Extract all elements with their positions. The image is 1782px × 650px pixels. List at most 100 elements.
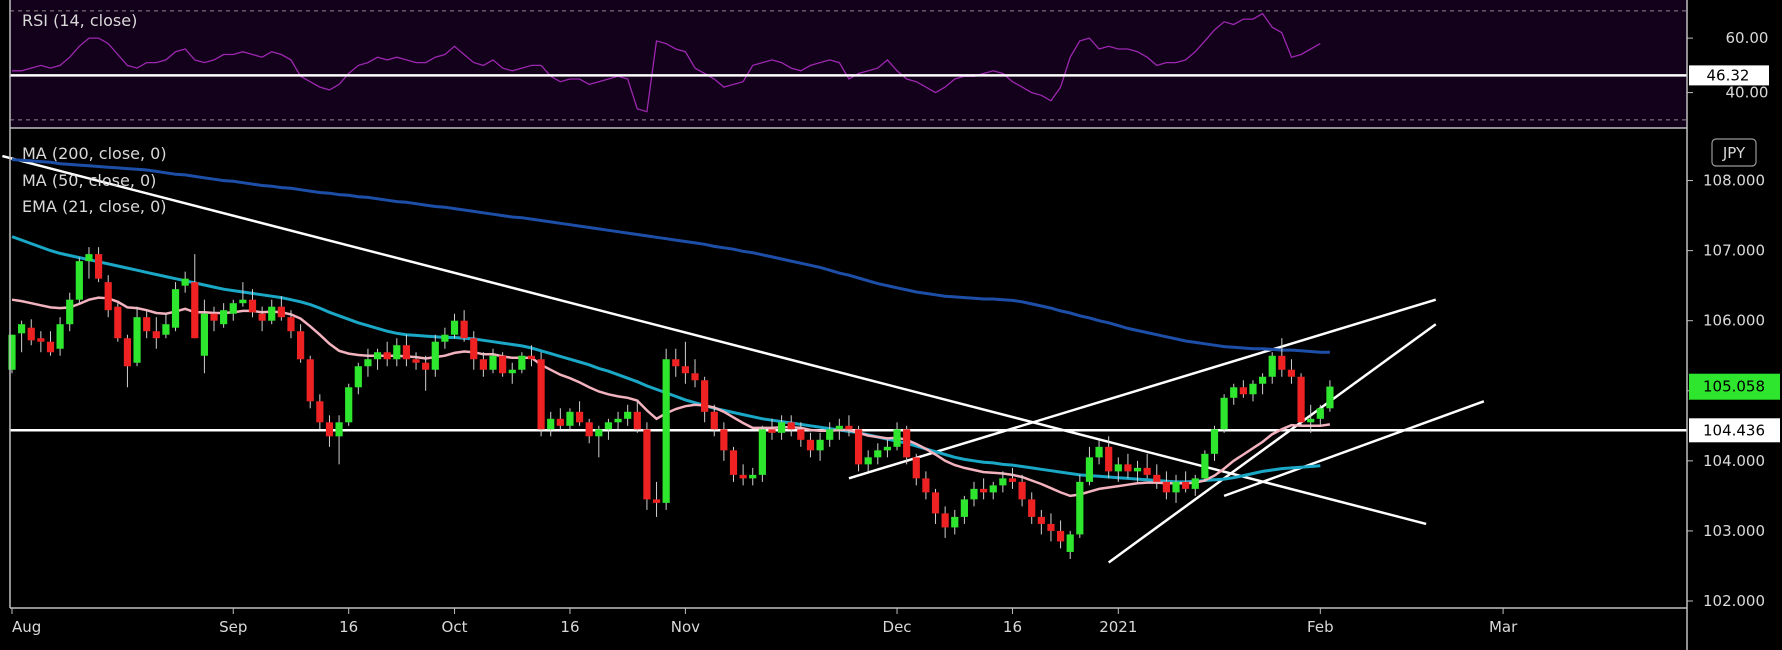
candle <box>999 471 1007 493</box>
candle <box>422 355 430 391</box>
candle-body <box>768 429 776 433</box>
candle-body <box>681 366 689 374</box>
candle <box>941 506 949 538</box>
candle-body <box>1201 453 1209 479</box>
candle <box>826 422 834 447</box>
candle-body <box>8 334 16 370</box>
candle-body <box>1047 523 1055 531</box>
candle <box>970 481 978 507</box>
candle-body <box>797 429 805 440</box>
candle-body <box>27 327 35 341</box>
candle <box>508 362 516 384</box>
candle-body <box>508 369 516 374</box>
candle-body <box>595 429 603 437</box>
trendline <box>848 298 1437 480</box>
candle-body <box>960 499 968 517</box>
candle <box>864 450 872 472</box>
candle <box>1047 513 1055 542</box>
candle-body <box>701 380 709 412</box>
time-axis: Aug Sep 16 Oct 16 Nov Dec 16 2021 Feb Mar <box>11 608 1518 636</box>
time-tick-label: Aug <box>12 618 41 636</box>
candle-body <box>220 310 228 325</box>
candle <box>720 422 728 461</box>
candle-body <box>758 429 766 475</box>
candle-body <box>200 313 208 356</box>
candle <box>479 352 487 377</box>
price-tick-label: 104.000 <box>1703 452 1765 470</box>
candle <box>1316 404 1324 426</box>
candle <box>18 320 26 353</box>
candle-body <box>1095 446 1103 458</box>
candle <box>181 271 189 293</box>
candle <box>277 296 285 321</box>
candle-body <box>643 429 651 500</box>
candle-body <box>720 429 728 451</box>
trendline <box>1107 323 1437 564</box>
time-tick-label: Dec <box>883 618 912 636</box>
candle-body <box>306 359 314 402</box>
candle-body <box>402 345 411 360</box>
candle-body <box>1028 499 1036 517</box>
time-tick-label: 16 <box>339 618 358 636</box>
candle <box>316 394 324 430</box>
candle <box>306 355 314 409</box>
candle <box>662 348 670 510</box>
rsi-background <box>10 0 1687 128</box>
candle <box>85 247 93 279</box>
candle-body <box>181 278 189 286</box>
candle <box>1162 471 1170 500</box>
candle-body <box>662 359 670 503</box>
candle <box>604 418 613 440</box>
candle-body <box>345 387 353 423</box>
currency-badge[interactable]: JPY <box>1711 138 1757 167</box>
candle <box>1085 446 1094 486</box>
candle-body <box>470 338 478 360</box>
candle-body <box>287 317 295 332</box>
candle <box>729 446 738 482</box>
candle-body <box>229 303 237 314</box>
candle <box>470 331 478 370</box>
candle <box>191 254 199 339</box>
candle <box>710 404 718 437</box>
candle-body <box>1249 383 1257 395</box>
candle <box>1153 464 1161 489</box>
rsi-line <box>12 12 1321 113</box>
time-tick-label: Mar <box>1489 618 1518 636</box>
candle-body <box>845 425 853 430</box>
candle-body <box>893 429 901 447</box>
price-tick-label: 107.000 <box>1703 242 1765 260</box>
candle <box>345 383 353 426</box>
candle <box>768 418 776 440</box>
candle <box>1172 474 1180 503</box>
candle-body <box>604 422 613 430</box>
candle-body <box>499 355 507 374</box>
candle-body <box>999 478 1007 486</box>
candle-body <box>826 429 834 440</box>
candle-body <box>970 488 978 500</box>
candle <box>335 415 343 465</box>
candle-body <box>710 411 718 430</box>
candle-body <box>537 359 545 430</box>
candle-body <box>1210 429 1219 454</box>
candle-body <box>123 338 132 367</box>
candle <box>268 299 276 325</box>
candle-body <box>835 425 843 430</box>
rsi-axis: 60.00 40.00 <box>1687 29 1768 102</box>
candle-body <box>556 418 564 426</box>
candle-body <box>903 429 911 458</box>
candle <box>364 348 372 377</box>
candle <box>778 415 786 440</box>
candle <box>383 341 391 367</box>
legend-ma200: MA (200, close, 0) <box>22 144 167 163</box>
time-tick-label: 16 <box>560 618 579 636</box>
candle-body <box>816 439 824 451</box>
candle <box>903 425 911 465</box>
candle <box>1105 436 1113 479</box>
rsi-legend: RSI (14, close) <box>22 11 137 30</box>
svg-text:104.436: 104.436 <box>1703 421 1765 439</box>
candle <box>1018 474 1026 507</box>
candle-body <box>941 513 949 528</box>
candle <box>1114 457 1122 482</box>
candle <box>1210 425 1219 461</box>
candle <box>123 334 132 388</box>
